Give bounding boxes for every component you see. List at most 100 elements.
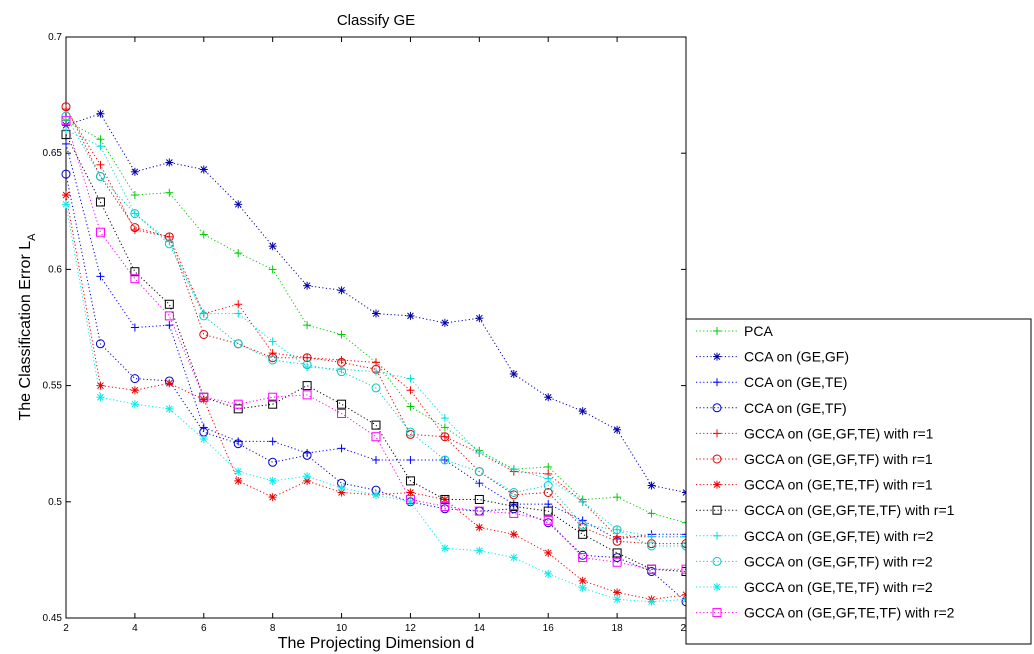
data-point xyxy=(62,121,70,130)
data-point xyxy=(62,139,70,148)
data-point xyxy=(96,135,105,144)
x-tick-label: 10 xyxy=(336,623,348,634)
x-tick-label: 14 xyxy=(474,623,486,634)
data-point xyxy=(96,381,105,390)
data-point xyxy=(130,267,140,277)
data-point xyxy=(405,494,415,504)
data-point xyxy=(199,309,208,318)
x-tick-label: 16 xyxy=(543,623,555,634)
data-point xyxy=(578,520,588,530)
y-axis-label-main: The Classification Error L xyxy=(17,241,34,421)
legend-label: PCA xyxy=(744,323,773,339)
data-point xyxy=(405,427,415,437)
legend-item: GCCA on (GE,TE,TF) with r=2 xyxy=(696,579,933,595)
legend-marker xyxy=(713,583,721,591)
data-point xyxy=(543,481,553,491)
legend-label: GCCA on (GE,GF,TE) with r=1 xyxy=(744,425,934,441)
data-point xyxy=(406,374,415,383)
data-point xyxy=(543,506,553,516)
data-point xyxy=(544,569,553,578)
data-point xyxy=(165,158,174,167)
series-9 xyxy=(62,125,690,541)
data-point xyxy=(130,209,139,218)
legend-item: CCA on (GE,GF) xyxy=(696,349,849,365)
data-point xyxy=(509,490,519,500)
data-point xyxy=(544,393,553,402)
data-point xyxy=(62,200,70,209)
data-point xyxy=(509,500,518,509)
data-point xyxy=(475,546,484,555)
data-point xyxy=(371,432,381,442)
data-point xyxy=(62,125,70,134)
data-point xyxy=(405,429,415,439)
data-point xyxy=(164,299,174,309)
data-point xyxy=(62,191,70,200)
legend-marker xyxy=(713,429,721,438)
legend-item: GCCA on (GE,GF,TF) with r=1 xyxy=(696,451,933,467)
x-axis-label: The Projecting Dimension d xyxy=(278,635,475,652)
data-point xyxy=(165,188,174,197)
data-point xyxy=(303,281,312,290)
data-point xyxy=(268,265,277,274)
legend-item: GCCA on (GE,GF,TE,TF) with r=2 xyxy=(696,605,955,621)
data-point xyxy=(613,493,622,502)
data-point xyxy=(268,399,278,409)
data-point xyxy=(440,544,449,553)
data-point xyxy=(233,399,243,409)
data-point xyxy=(612,536,622,546)
data-point xyxy=(578,522,588,532)
data-point xyxy=(95,227,105,237)
data-point xyxy=(95,339,105,349)
data-point xyxy=(130,323,139,332)
data-point xyxy=(302,360,312,370)
data-point xyxy=(406,402,415,411)
data-point xyxy=(130,225,139,234)
data-point xyxy=(303,363,312,372)
data-point xyxy=(234,249,243,258)
data-point xyxy=(130,209,140,219)
legend-marker xyxy=(712,403,722,413)
x-tick-label: 4 xyxy=(132,623,138,634)
data-point xyxy=(337,365,346,374)
data-point xyxy=(199,230,208,239)
data-point xyxy=(647,541,657,551)
data-point xyxy=(647,481,656,490)
data-point xyxy=(509,465,518,474)
data-point xyxy=(440,455,450,465)
data-point xyxy=(61,111,71,121)
data-point xyxy=(612,557,622,567)
data-point xyxy=(268,353,278,363)
legend-item: GCCA on (GE,GF,TF) with r=2 xyxy=(696,553,933,569)
data-point xyxy=(578,497,587,506)
data-point xyxy=(440,432,450,442)
data-point xyxy=(612,553,622,563)
data-point xyxy=(440,318,449,327)
data-point xyxy=(234,309,243,318)
data-point xyxy=(302,353,312,363)
legend-marker xyxy=(712,454,722,464)
data-point xyxy=(440,432,449,441)
data-point xyxy=(268,493,277,502)
data-point xyxy=(544,548,553,557)
data-point xyxy=(199,165,208,174)
legend-item: GCCA on (GE,TE,TF) with r=1 xyxy=(696,477,933,493)
data-point xyxy=(613,588,622,597)
data-point xyxy=(578,576,587,585)
series-12 xyxy=(61,116,691,574)
data-point xyxy=(578,407,587,416)
data-point xyxy=(268,457,278,467)
data-point xyxy=(234,300,243,309)
x-tick-label: 6 xyxy=(201,623,207,634)
data-point xyxy=(440,414,449,423)
legend: PCA CCA on (GE,GF) CCA on (GE,TE) CCA on (G… xyxy=(685,318,1032,645)
data-point xyxy=(613,595,622,604)
y-tick-label: 0.6 xyxy=(48,264,62,275)
data-point xyxy=(647,597,656,606)
data-point xyxy=(95,197,105,207)
legend-marker xyxy=(712,556,722,566)
legend-item: CCA on (GE,TF) xyxy=(696,400,847,416)
y-tick-label: 0.7 xyxy=(48,32,62,43)
y-tick-label: 0.45 xyxy=(43,613,63,624)
data-point xyxy=(268,437,277,446)
